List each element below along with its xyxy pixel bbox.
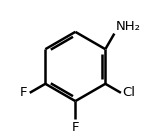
Text: NH₂: NH₂ <box>116 20 141 33</box>
Text: F: F <box>72 121 79 134</box>
Text: F: F <box>20 86 28 99</box>
Text: Cl: Cl <box>122 86 135 99</box>
